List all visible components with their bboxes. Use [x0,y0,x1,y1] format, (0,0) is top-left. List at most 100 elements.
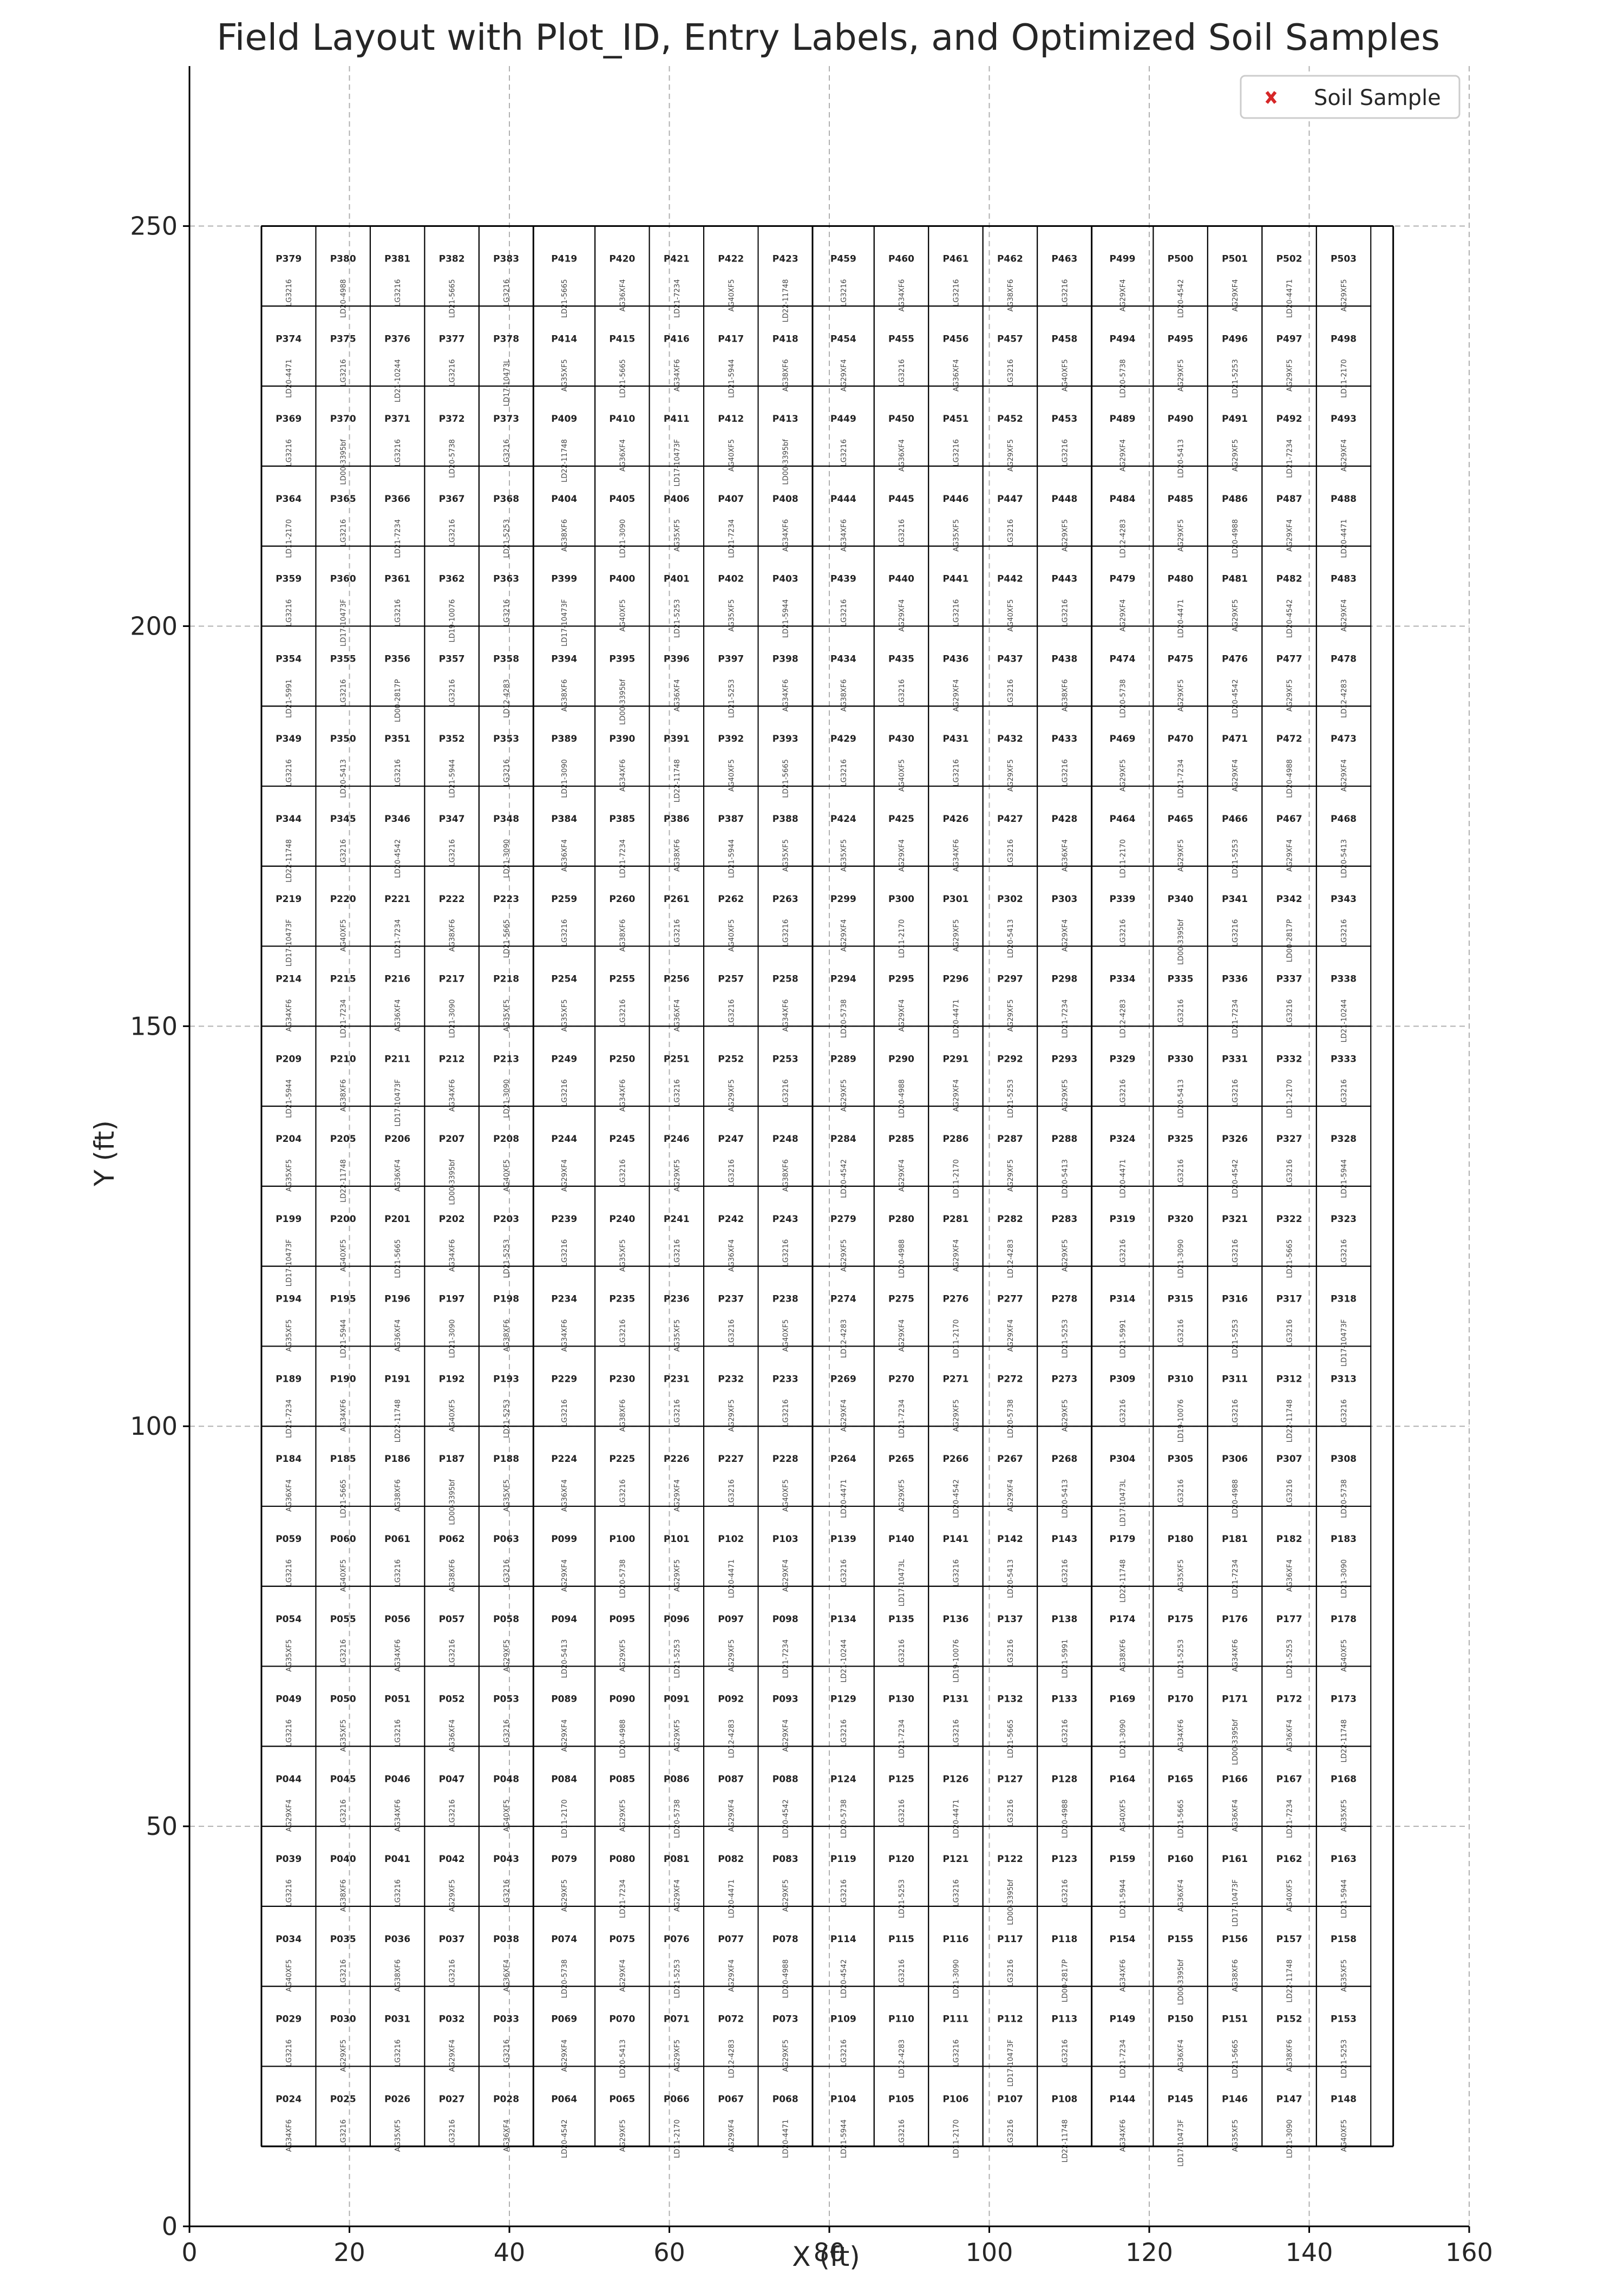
entry-label: LD11-2170 [952,2119,960,2158]
legend: Soil Sample [1240,75,1461,119]
entry-label: LG3216 [1286,1319,1294,1347]
entry-label: LG3216 [449,839,457,866]
entry-label: LG3216 [898,359,906,386]
entry-label: LG3216 [673,919,682,946]
y-tick-label: 200 [130,611,178,641]
plot-id-label: P094 [551,1614,577,1625]
plot-P377: P377 LG3216 [424,305,480,387]
plot-id-label: P348 [493,814,519,825]
plot-id-label: P408 [772,494,798,505]
entry-label: AG35XF5 [503,999,511,1032]
plot-P076: P076 LD21-5253 [649,1905,705,1998]
entry-label: LG3216 [840,759,848,786]
entry-label: LD20-4542 [1232,679,1240,718]
plot-id-label: P053 [493,1694,519,1705]
plot-id-label: P177 [1276,1614,1302,1625]
plot-id-label: P085 [609,1774,635,1785]
plot-id-label: P420 [609,254,635,265]
plot-id-label: P122 [997,1854,1023,1865]
plot-P058: P058 AG29XF5 [478,1585,534,1672]
entry-label: LG3216 [285,439,293,466]
plot-id-label: P241 [664,1214,690,1225]
entry-label: LD21-5665 [1232,2040,1240,2079]
entry-label: AG29XF5 [673,1720,682,1752]
entry-label: LD17-10473F [340,599,348,646]
entry-label: LD21-5253 [1177,1639,1186,1678]
entry-label: AG35XF5 [782,839,790,872]
plot-id-label: P311 [1222,1374,1248,1384]
plot-id-label: P287 [997,1134,1023,1145]
plot-id-label: P033 [493,2014,519,2025]
plot-id-label: P483 [1331,574,1357,585]
plot-id-label: P209 [276,1054,302,1064]
plot-id-label: P132 [997,1694,1023,1705]
entry-label: LD00-3395bf [1007,1879,1015,1925]
plot-id-label: P397 [718,654,744,664]
plot-id-label: P336 [1222,974,1248,985]
plot-id-label: P313 [1331,1374,1357,1384]
plot-id-label: P164 [1110,1774,1136,1785]
plot-id-label: P295 [888,974,914,985]
plot-id-label: P459 [830,254,856,265]
entry-label: LD21-3090 [561,759,569,798]
plot-id-label: P356 [384,654,410,664]
entry-label: LD20-4471 [285,359,293,398]
plot-id-label: P144 [1110,2094,1136,2105]
plot-id-label: P284 [830,1134,856,1145]
entry-label: LD21-10244 [1340,999,1348,1043]
plot-id-label: P191 [384,1374,410,1384]
entry-label: LD20-5738 [1119,359,1128,398]
plot-id-label: P403 [772,574,798,585]
plot-id-label: P283 [1051,1214,1077,1225]
entry-label: AG35XF5 [340,1720,348,1752]
entry-label: LD21-7234 [1232,1559,1240,1598]
entry-label: LD11-2170 [952,1159,960,1198]
entry-label: LD21-7234 [782,1639,790,1678]
plot-id-label: P243 [772,1214,798,1225]
entry-label: LD17-10473F [285,1239,293,1286]
plot-id-label: P215 [330,974,356,985]
plot-id-label: P036 [384,1934,410,1945]
plot-id-label: P422 [718,254,744,265]
plot-id-label: P384 [551,814,577,825]
plot-id-label: P354 [276,654,302,664]
plot-id-label: P461 [942,254,968,265]
entry-label: AG34XF6 [898,279,906,312]
entry-label: LG3216 [840,1559,848,1586]
entry-label: LD21-5253 [1340,2040,1348,2079]
plot-P285: P285 AG29XF4 [873,1106,929,1192]
plot-id-label: P030 [330,2014,356,2025]
entry-label: LD22-11748 [1286,1399,1294,1442]
entry-label: LG3216 [1177,1319,1186,1347]
entry-label: LD19-10076 [449,599,457,643]
entry-label: AG38XF6 [1232,1959,1240,1992]
plot-id-label: P277 [997,1294,1023,1305]
plot-id-label: P109 [830,2014,856,2025]
plot-id-label: P342 [1276,894,1302,905]
plot-id-label: P401 [664,574,690,585]
plot-P230: P230 AG38XF6 [594,1345,650,1432]
entry-label: AG40XF5 [728,439,736,472]
plot-id-label: P428 [1051,814,1077,825]
plot-id-label: P101 [664,1534,690,1545]
entry-label: AG36XF4 [561,839,569,872]
plot-id-label: P335 [1168,974,1194,985]
entry-label: LD20-5738 [673,1799,682,1838]
plot-id-label: P043 [493,1854,519,1865]
entry-label: AG36XF4 [1061,839,1069,872]
plot-id-label: P040 [330,1854,356,1865]
entry-label: LD21-5944 [1340,1879,1348,1918]
plot-P105: P105 LG3216 [873,2066,929,2147]
plot-id-label: P389 [551,734,577,744]
plot-id-label: P347 [439,814,465,825]
entry-label: AG29XF5 [1177,679,1186,711]
plot-id-label: P156 [1222,1934,1248,1945]
plot-id-label: P079 [551,1854,577,1865]
plot-id-label: P489 [1110,414,1136,424]
entry-label: AG40XF5 [1061,359,1069,391]
entry-label: LG3216 [1340,1239,1348,1266]
plot-id-label: P503 [1331,254,1357,265]
plot-id-label: P096 [664,1614,690,1625]
entry-label: LG3216 [449,519,457,546]
entry-label: LD20-5738 [840,999,848,1038]
